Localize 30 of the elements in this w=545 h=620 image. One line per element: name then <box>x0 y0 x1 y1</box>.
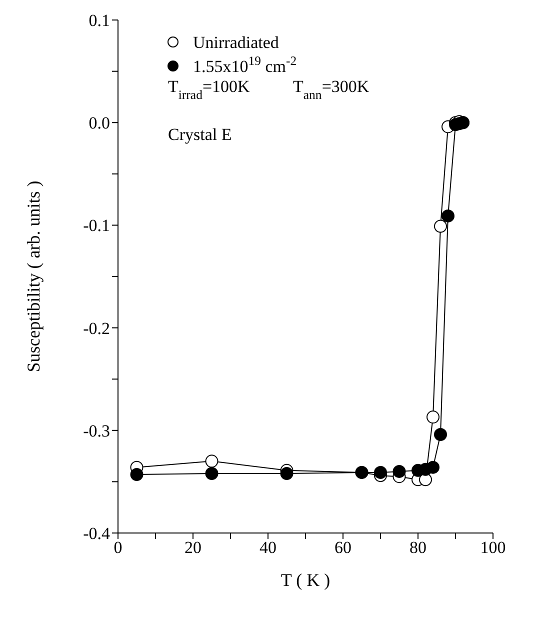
y-tick-label: 0.1 <box>88 11 110 30</box>
point <box>434 220 447 233</box>
y-tick-label: -0.1 <box>83 216 110 236</box>
y-tick-label: -0.2 <box>83 318 110 338</box>
x-tick-label: 100 <box>480 538 506 558</box>
point <box>130 468 144 482</box>
x-tick-label: 60 <box>334 538 352 558</box>
x-axis-title: T ( K ) <box>280 570 330 590</box>
point <box>426 460 440 474</box>
y-tick-label: -0.3 <box>83 421 110 440</box>
x-tick-label: 40 <box>260 538 276 558</box>
legend-label: 1.55x10$^{19}$ cm$^{-2}$ <box>193 54 297 76</box>
y-tick-label: 0.0 <box>88 114 110 133</box>
point <box>442 209 454 222</box>
point <box>434 428 447 442</box>
legend-label: Unirradiated <box>193 33 280 52</box>
annotation: T$_{irrad}$=100K <box>168 77 251 102</box>
point <box>374 466 387 479</box>
x-tick-label: 20 <box>184 538 202 558</box>
point <box>205 466 218 480</box>
annotation: T$_{ann}$=300K <box>293 77 370 102</box>
point <box>426 410 440 424</box>
point <box>392 464 406 478</box>
x-tick-label: 80 <box>410 538 426 558</box>
annotation: Crystal E <box>168 125 232 144</box>
point <box>205 454 218 468</box>
y-tick-label: -0.4 <box>83 524 110 544</box>
point <box>280 466 294 480</box>
x-tick-label: 0 <box>114 538 122 558</box>
y-axis-title: Susceptibility ( arb. units ) <box>23 180 44 372</box>
